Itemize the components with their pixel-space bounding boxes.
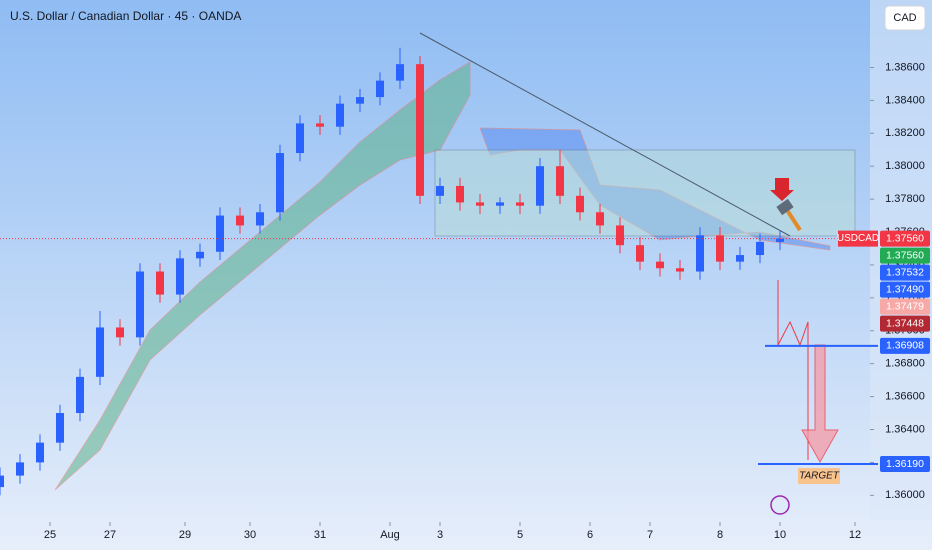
candle-body: [176, 258, 184, 295]
cloud-green: [54, 61, 471, 491]
candle-body: [0, 475, 4, 488]
hammer-head: [776, 198, 794, 216]
candle-body: [36, 442, 44, 463]
symbol-tag-label: USDCAD: [837, 233, 879, 244]
price-tag-label: 1.36190: [886, 458, 924, 470]
candle-body: [316, 123, 324, 127]
candle-body: [296, 123, 304, 154]
trend-line: [419, 32, 791, 237]
candle-body: [156, 271, 164, 295]
y-tick-label: 1.37800: [885, 193, 925, 205]
candle-body: [256, 212, 264, 226]
price-tag: [880, 264, 930, 281]
range-box: [434, 149, 856, 237]
y-tick-label: 1.36600: [885, 390, 925, 402]
candle-body: [516, 202, 524, 206]
price-tag: [880, 281, 930, 298]
price-tag-label: 1.37448: [886, 317, 924, 329]
candle-body: [136, 271, 144, 338]
y-tick-label: 1.36000: [885, 489, 925, 501]
price-tag: [880, 230, 930, 247]
x-tick-label: 25: [44, 529, 56, 541]
candle-body: [676, 268, 684, 272]
x-tick-label: 5: [517, 529, 523, 541]
candle-body: [116, 327, 124, 338]
marker-arrow: [770, 178, 794, 201]
candle-body: [236, 215, 244, 226]
candle-body: [576, 195, 584, 213]
candle-body: [416, 64, 424, 196]
candle-body: [756, 241, 764, 256]
candle-body: [616, 225, 624, 246]
x-tick-label: 10: [774, 529, 786, 541]
price-tag: [880, 456, 930, 473]
x-tick-label: 3: [437, 529, 443, 541]
price-tag-label: 1.37560: [886, 232, 924, 244]
candle-body: [16, 462, 24, 476]
event-icon: [770, 495, 790, 515]
candle-body: [376, 80, 384, 98]
price-tag-label: 1.37532: [886, 266, 924, 278]
x-tick-label: 29: [179, 529, 191, 541]
x-tick-label: 8: [717, 529, 723, 541]
price-tag: [880, 315, 930, 332]
price-tag-label: 1.36908: [886, 340, 924, 352]
candle-body: [716, 235, 724, 262]
price-tag: [880, 337, 930, 354]
currency-button[interactable]: [884, 5, 926, 31]
price-tag: [880, 247, 930, 264]
y-tick-label: 1.36400: [885, 423, 925, 435]
currency-label[interactable]: CAD: [893, 12, 916, 24]
candle-body: [396, 64, 404, 81]
price-tag-label: 1.37560: [886, 249, 924, 261]
x-tick-label: 7: [647, 529, 653, 541]
candle-body: [356, 97, 364, 104]
price-tag: [880, 298, 930, 315]
x-tick-label: 31: [314, 529, 326, 541]
y-tick-label: 1.38000: [885, 160, 925, 172]
x-tick-label: 6: [587, 529, 593, 541]
price-tag-label: 1.37479: [886, 300, 924, 312]
candle-body: [596, 212, 604, 226]
candle-body: [76, 376, 84, 414]
candle-body: [776, 238, 784, 242]
candle-body: [96, 327, 104, 377]
candle-body: [476, 202, 484, 206]
candle-body: [496, 202, 504, 206]
x-tick-label: 12: [849, 529, 861, 541]
x-tick-label: 30: [244, 529, 256, 541]
candle-body: [276, 153, 284, 213]
x-tick-label: 27: [104, 529, 116, 541]
candle-body: [436, 185, 444, 196]
hammer-icon: [785, 208, 802, 232]
candle-body: [196, 251, 204, 259]
candle-body: [736, 255, 744, 262]
x-tick-label: Aug: [380, 529, 400, 541]
y-tick-label: 1.38200: [885, 127, 925, 139]
candle-body: [536, 166, 544, 206]
candle-body: [456, 185, 464, 203]
candle-body: [336, 103, 344, 127]
price-tag-label: 1.37490: [886, 283, 924, 295]
candle-body: [636, 245, 644, 262]
y-tick-label: 1.38600: [885, 61, 925, 73]
symbol-title: U.S. Dollar / Canadian Dollar · 45 · OAN…: [10, 9, 241, 23]
candle-body: [556, 166, 564, 196]
target-box: [798, 468, 840, 485]
candle-body: [216, 215, 224, 252]
y-tick-label: 1.36800: [885, 358, 925, 370]
candle-body: [656, 261, 664, 269]
y-tick-label: 1.38400: [885, 94, 925, 106]
candle-body: [696, 235, 704, 272]
target-label: TARGET: [799, 471, 840, 482]
symbol-tag: [838, 230, 878, 247]
candle-body: [56, 413, 64, 443]
down-arrow: [801, 344, 839, 464]
